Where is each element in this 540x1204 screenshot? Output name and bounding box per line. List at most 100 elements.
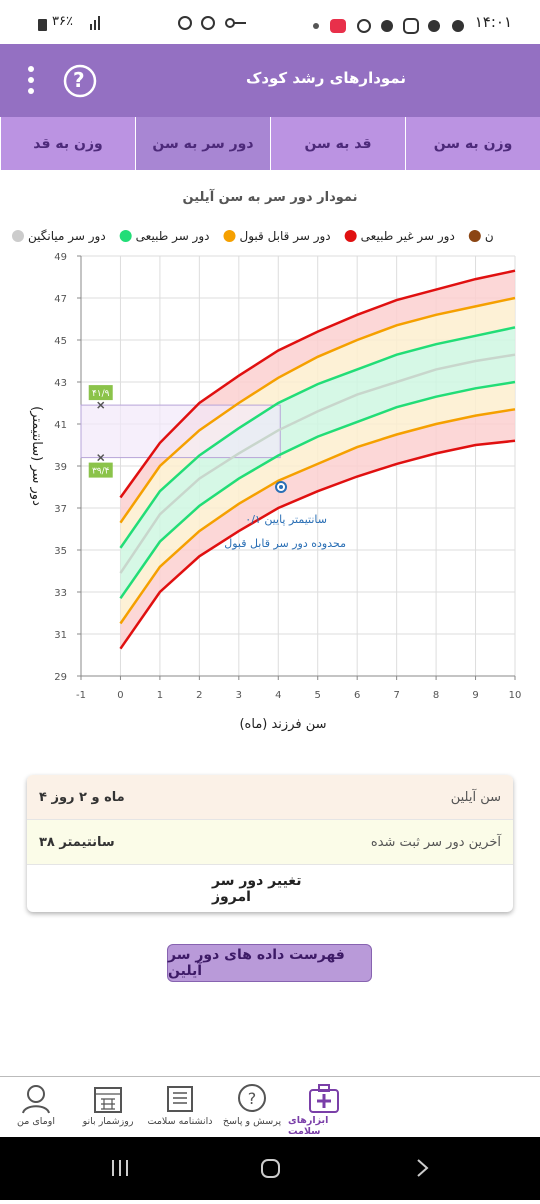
tab[interactable]: وزن به سن bbox=[405, 117, 540, 170]
system-nav bbox=[0, 1137, 540, 1200]
nav-icon bbox=[22, 1085, 50, 1114]
info-value: ۳۸ سانتیمتر bbox=[39, 834, 115, 850]
help-glyph: ? bbox=[73, 68, 85, 92]
y-tick-label: 35 bbox=[54, 546, 67, 557]
help-button[interactable] bbox=[62, 63, 98, 99]
legend-swatch bbox=[468, 230, 481, 242]
legend-swatch bbox=[119, 230, 132, 242]
tab[interactable]: دور سر به سن bbox=[135, 117, 270, 170]
y-tick-label: 45 bbox=[54, 336, 67, 347]
legend-label: دور سر میانگین bbox=[28, 229, 106, 244]
child-point-core bbox=[279, 485, 284, 489]
clock: ۱۴:۰۱ bbox=[474, 13, 512, 31]
curve bbox=[119, 408, 516, 625]
annotation: ۰/۱ سانتیمتر پایین bbox=[245, 513, 327, 526]
bottom-nav: ابزارهای سلامت? پرسش و پاسخ دانشنامه سلامت… bbox=[0, 1076, 540, 1137]
info-card: سن آیلین ۴ ماه و ۲ روز آخرین دور سر ثبت … bbox=[27, 775, 513, 912]
nav-item[interactable]: دانشنامه سلامت bbox=[144, 1077, 216, 1137]
menu-button[interactable] bbox=[24, 64, 38, 98]
range-label: ۳۹/۴ bbox=[92, 467, 110, 477]
y-tick-label: 33 bbox=[54, 588, 67, 599]
range-tag bbox=[88, 385, 113, 401]
y-tick-label: 49 bbox=[54, 252, 67, 263]
legend-swatch bbox=[344, 230, 357, 242]
info-label: سن آیلین bbox=[450, 789, 501, 805]
recents-button[interactable] bbox=[112, 1160, 128, 1176]
x-tick-label: 2 bbox=[196, 690, 202, 701]
x-tick-label: 5 bbox=[315, 690, 321, 701]
tab[interactable]: وزن به قد bbox=[0, 117, 135, 170]
x-tick-label: 9 bbox=[472, 690, 478, 701]
curve bbox=[119, 380, 516, 600]
chart: نمودار دور سر به سن آیلین دور سر میانگین د… bbox=[12, 188, 522, 732]
band-fill bbox=[120, 298, 516, 548]
nav-label: اومای من bbox=[17, 1116, 55, 1127]
nav-label: دانشنامه سلامت bbox=[147, 1116, 213, 1127]
curve bbox=[119, 439, 516, 650]
range-x-mark bbox=[97, 401, 105, 409]
curve bbox=[119, 353, 516, 574]
x-tick-label: 6 bbox=[354, 690, 360, 701]
battery-icon bbox=[38, 19, 47, 31]
x-tick-label: -1 bbox=[76, 690, 86, 701]
band-fill bbox=[120, 409, 516, 649]
legend-label: دور سر طبیعی bbox=[136, 229, 210, 244]
info-row: آخرین دور سر ثبت شده ۳۸ سانتیمتر bbox=[27, 820, 513, 865]
range-label: ۴۱/۹ bbox=[92, 389, 110, 399]
nav-icon bbox=[94, 1087, 122, 1113]
x-tick-label: 7 bbox=[393, 690, 399, 701]
tab[interactable]: قد به سن bbox=[270, 117, 405, 170]
legend-swatch bbox=[223, 230, 236, 242]
nav-label: روزشمار بانو bbox=[82, 1116, 134, 1127]
band-fill bbox=[120, 382, 516, 624]
change-today[interactable]: تغییر دور سر امروز bbox=[212, 873, 302, 905]
system-nav-icons bbox=[112, 1159, 429, 1178]
legend-label: ن bbox=[485, 229, 494, 243]
y-axis-label: دور سر (سانتیمتر) bbox=[29, 406, 44, 506]
info-value: ۴ ماه و ۲ روز bbox=[39, 789, 125, 805]
nav-item[interactable]: اومای من bbox=[0, 1077, 72, 1137]
nav-icon bbox=[309, 1084, 339, 1113]
nav-icon bbox=[167, 1086, 193, 1112]
nav-icon: ? bbox=[238, 1084, 266, 1112]
x-tick-label: 1 bbox=[157, 690, 163, 701]
nav-label: ابزارهای سلامت bbox=[288, 1115, 329, 1137]
x-tick-label: 10 bbox=[509, 690, 522, 701]
curve bbox=[119, 326, 516, 549]
info-row: سن آیلین ۴ ماه و ۲ روز bbox=[27, 775, 513, 820]
x-axis-label: سن فرزند (ماه) bbox=[239, 717, 326, 732]
notification-icons bbox=[313, 18, 464, 34]
x-tick-label: 0 bbox=[117, 690, 123, 701]
annotation: محدوده دور سر قابل قبول bbox=[224, 537, 346, 550]
y-tick-label: 43 bbox=[54, 378, 67, 389]
band-fill bbox=[120, 327, 516, 599]
x-tick-label: 8 bbox=[433, 690, 439, 701]
x-tick-label: 3 bbox=[236, 690, 242, 701]
range-box bbox=[80, 404, 281, 459]
y-tick-label: 29 bbox=[54, 672, 67, 683]
chart-title: نمودار دور سر به سن آیلین bbox=[183, 188, 358, 205]
home-button[interactable] bbox=[261, 1159, 280, 1178]
legend-label: دور سر غیر طبیعی bbox=[361, 229, 455, 244]
nav-item[interactable]: ابزارهای سلامت bbox=[288, 1077, 360, 1137]
app-bar: نمودارهای رشد کودک ? bbox=[0, 44, 540, 117]
y-tick-label: 41 bbox=[54, 420, 67, 431]
back-button[interactable] bbox=[417, 1159, 429, 1177]
list-button[interactable]: فهرست داده های دور سر آیلین bbox=[167, 944, 372, 982]
y-tick-label: 31 bbox=[54, 630, 67, 641]
range-marker: ۴۱/۹ bbox=[88, 385, 113, 409]
nav-item[interactable]: ? پرسش و پاسخ bbox=[216, 1077, 288, 1137]
status-bar: ۱۴:۰۱ ۳۶٪ bbox=[0, 0, 540, 44]
app-title: نمودارهای رشد کودک bbox=[245, 69, 406, 87]
status-icons bbox=[90, 16, 246, 30]
legend-label: دور سر قابل قبول bbox=[240, 229, 331, 244]
battery-text: ۳۶٪ bbox=[52, 14, 73, 29]
band-fill bbox=[120, 270, 516, 523]
nav-item[interactable]: روزشمار بانو bbox=[72, 1077, 144, 1137]
x-tick-label: 4 bbox=[275, 690, 281, 701]
y-tick-label: 39 bbox=[54, 462, 67, 473]
range-tag bbox=[88, 462, 113, 478]
legend-swatch bbox=[12, 230, 24, 242]
svg-text:?: ? bbox=[248, 1089, 257, 1108]
